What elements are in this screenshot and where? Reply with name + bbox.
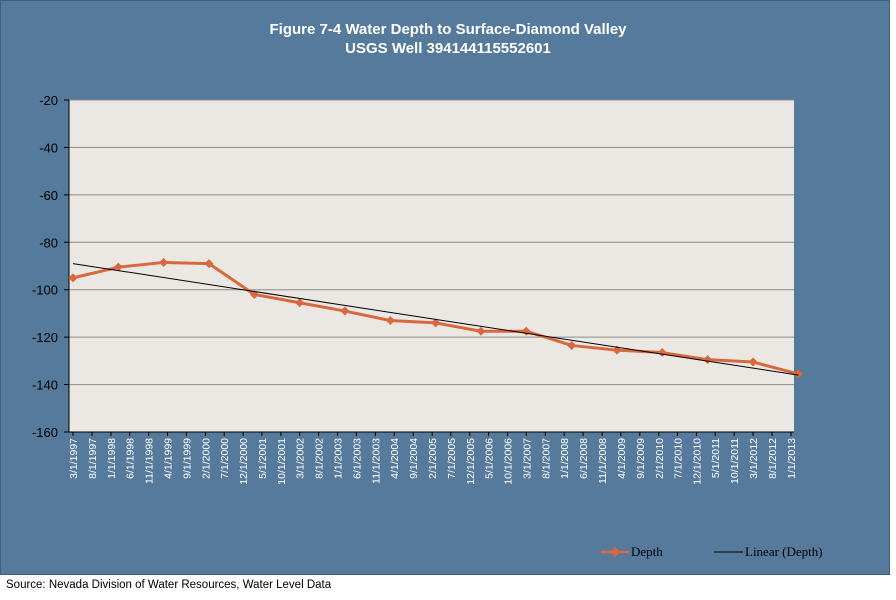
x-tick-label: 3/1/1997 xyxy=(68,438,80,479)
depth-data-point xyxy=(748,357,758,367)
legend-depth-label: Depth xyxy=(631,544,663,559)
x-tick-label: 9/1/2009 xyxy=(635,438,647,479)
x-tick-label: 4/1/1999 xyxy=(162,438,174,479)
x-tick-label: 3/1/2012 xyxy=(748,438,760,479)
x-tick-label: 2/1/2000 xyxy=(200,438,212,479)
x-tick-label: 10/1/2001 xyxy=(276,438,288,485)
x-tick-label: 6/1/1998 xyxy=(125,438,137,479)
y-tick-label: -120 xyxy=(32,330,58,345)
x-tick-label: 3/1/2007 xyxy=(521,438,533,479)
x-tick-label: 6/1/2003 xyxy=(351,438,363,479)
x-tick-label: 5/1/2006 xyxy=(484,438,496,479)
depth-data-point xyxy=(295,298,305,308)
series-layer xyxy=(68,257,803,379)
x-tick-label: 5/1/2011 xyxy=(710,438,722,478)
x-tick-label: 12/1/2000 xyxy=(238,438,250,485)
x-tick-label: 10/1/2006 xyxy=(503,438,515,485)
x-tick-label: 8/1/2007 xyxy=(540,438,552,479)
x-tick-label: 8/1/2012 xyxy=(767,438,779,479)
x-tick-label: 12/1/2010 xyxy=(691,438,703,485)
axis-layer: -20 -40 -60 -80 -100 -120 -140 -160 3/1/1997 8/1/… xyxy=(32,93,798,485)
legend-depth-marker xyxy=(610,547,620,557)
y-tick-label: -80 xyxy=(39,235,58,250)
depth-data-point xyxy=(476,326,486,336)
x-tick-label: 12/1/2005 xyxy=(465,438,477,485)
x-tick-label: 7/1/2000 xyxy=(219,438,231,479)
depth-data-point xyxy=(385,316,395,326)
depth-data-point xyxy=(340,306,350,316)
depth-data-point xyxy=(567,340,577,350)
depth-data-point xyxy=(431,318,441,328)
x-tick-label: 11/1/2003 xyxy=(370,438,382,484)
x-tick-label: 9/1/2004 xyxy=(408,438,420,479)
x-tick-label: 8/1/2002 xyxy=(314,438,326,479)
plot-area xyxy=(69,100,794,432)
y-tick-label: -160 xyxy=(32,425,58,440)
x-tick-label: 6/1/2008 xyxy=(578,438,590,479)
x-tick-label: 1/1/1998 xyxy=(106,438,118,479)
y-tick-label: -40 xyxy=(39,140,58,155)
chart-title: Figure 7-4 Water Depth to Surface-Diamon… xyxy=(269,21,627,38)
y-tick-label: -100 xyxy=(32,283,58,298)
x-tick-label: 2/1/2005 xyxy=(427,438,439,479)
chart-frame: Figure 7-4 Water Depth to Surface-Diamon… xyxy=(0,0,890,575)
y-tick-label: -140 xyxy=(32,378,58,393)
x-tick-label: 4/1/2004 xyxy=(389,438,401,479)
x-tick-label: 1/1/2008 xyxy=(559,438,571,479)
x-tick-label: 5/1/2001 xyxy=(257,438,269,479)
x-tick-label: 1/1/2013 xyxy=(786,438,798,479)
y-tick-label: -20 xyxy=(39,93,58,108)
x-tick-label: 3/1/2002 xyxy=(295,438,307,479)
linear-trend-line xyxy=(72,263,799,376)
x-tick-label: 4/1/2009 xyxy=(616,438,628,479)
x-tick-label: 11/1/1998 xyxy=(144,438,156,484)
x-tick-label: 8/1/1997 xyxy=(87,438,99,479)
x-tick-label: 10/1/2011 xyxy=(729,438,741,484)
x-tick-label: 7/1/2010 xyxy=(672,438,684,479)
chart-svg: Figure 7-4 Water Depth to Surface-Diamon… xyxy=(32,21,823,559)
x-tick-label: 7/1/2005 xyxy=(446,438,458,479)
depth-data-point xyxy=(68,273,78,283)
grid-layer xyxy=(69,99,794,433)
x-tick-label: 2/1/2010 xyxy=(654,438,666,479)
depth-data-point xyxy=(159,257,169,267)
depth-data-point xyxy=(793,369,803,379)
y-tick-label: -60 xyxy=(39,188,58,203)
legend: Depth Linear (Depth) xyxy=(601,544,823,559)
depth-data-point xyxy=(113,262,123,272)
chart-subtitle: USGS Well 394144115552601 xyxy=(345,40,551,57)
x-tick-label: 9/1/1999 xyxy=(181,438,193,479)
source-note: Source: Nevada Division of Water Resourc… xyxy=(6,579,332,591)
depth-data-point xyxy=(204,259,214,269)
legend-linear-label: Linear (Depth) xyxy=(745,544,823,559)
x-tick-label: 11/1/2008 xyxy=(597,438,609,484)
x-tick-label: 1/1/2003 xyxy=(333,438,345,479)
